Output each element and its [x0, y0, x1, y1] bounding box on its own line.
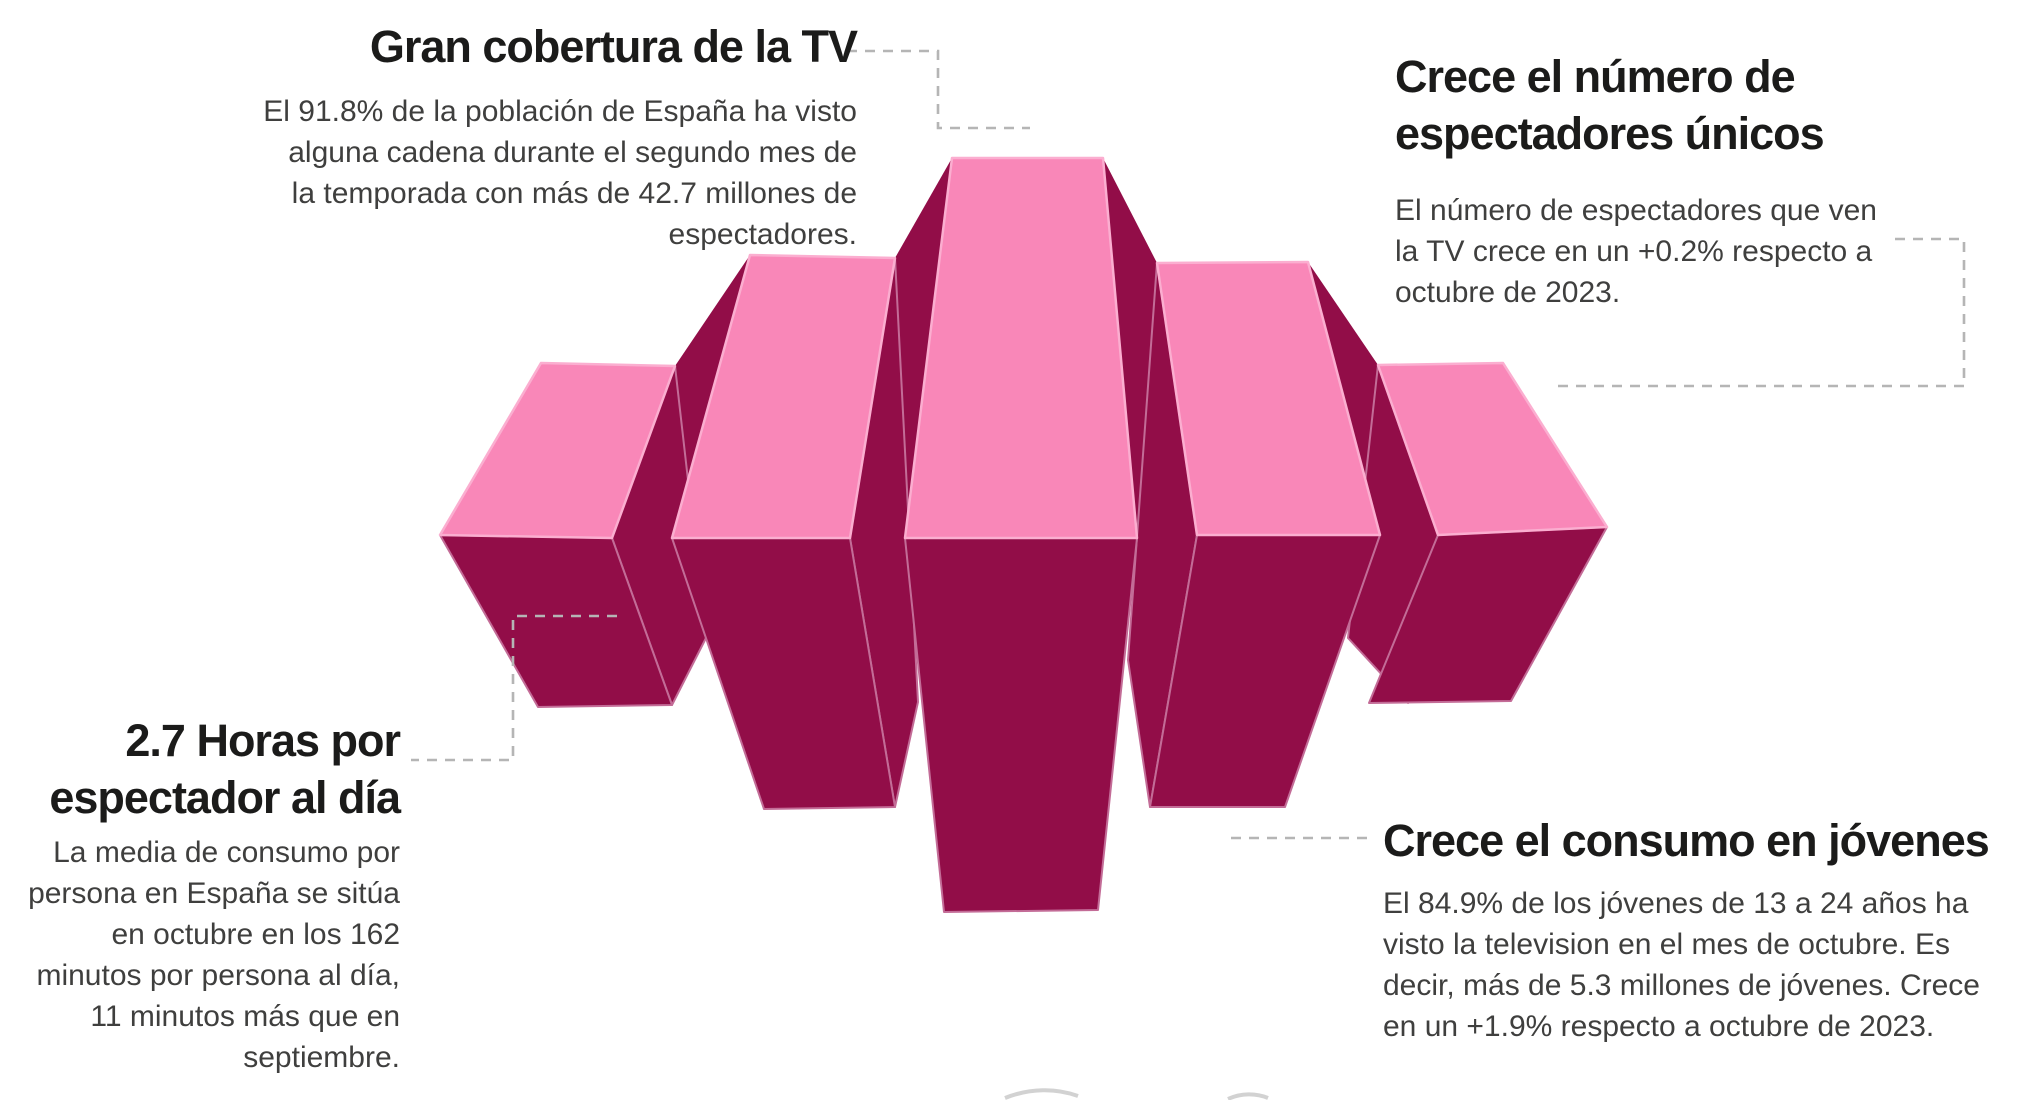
callout-hours-per-viewer-title: 2.7 Horas por espectador al día [49, 715, 401, 823]
callout-youth-consumption-body: El 84.9% de los jóvenes de 13 a 24 años … [1383, 887, 1980, 1043]
logo-remnant-arc-left [1004, 1088, 1079, 1100]
bar-3-top-face [903, 156, 1139, 540]
callout-coverage-title: Gran cobertura de la TV [369, 21, 858, 72]
bar-1 [438, 361, 707, 708]
connector-coverage [847, 49, 1030, 130]
callout-youth-consumption: Crece el consumo en jóvenes El 84.9% de … [1383, 812, 2031, 1047]
connector-unique-viewers [1553, 237, 1966, 388]
bar-3 [903, 156, 1139, 913]
callout-coverage-body: El 91.8% de la población de España ha vi… [263, 95, 857, 251]
bar-3-front-face [904, 537, 1138, 913]
bar-5 [1347, 361, 1609, 704]
bar-5-top-face [1376, 361, 1609, 537]
callout-youth-consumption-title: Crece el consumo en jóvenes [1383, 815, 1990, 866]
logo-remnant [1004, 1088, 1269, 1100]
bar-2-top-face [670, 253, 897, 540]
callout-unique-viewers: Crece el número de espectadores únicos E… [1395, 48, 1895, 313]
bar-4-top-face [1155, 260, 1382, 537]
bar-2 [670, 253, 919, 810]
bar-1-top-face [438, 361, 677, 540]
callout-unique-viewers-body: El número de espectadores que ven la TV … [1395, 194, 1877, 309]
bar-4 [1127, 260, 1382, 808]
logo-remnant-arc-right [1227, 1092, 1269, 1100]
callout-coverage: Gran cobertura de la TV El 91.8% de la p… [217, 18, 858, 255]
connector-lines [411, 49, 1966, 840]
callout-unique-viewers-title: Crece el número de espectadores únicos [1395, 51, 1825, 159]
callout-hours-per-viewer-body: La media de consumo por persona en Españ… [28, 836, 400, 1074]
callout-hours-per-viewer: 2.7 Horas por espectador al día La media… [0, 712, 401, 1078]
